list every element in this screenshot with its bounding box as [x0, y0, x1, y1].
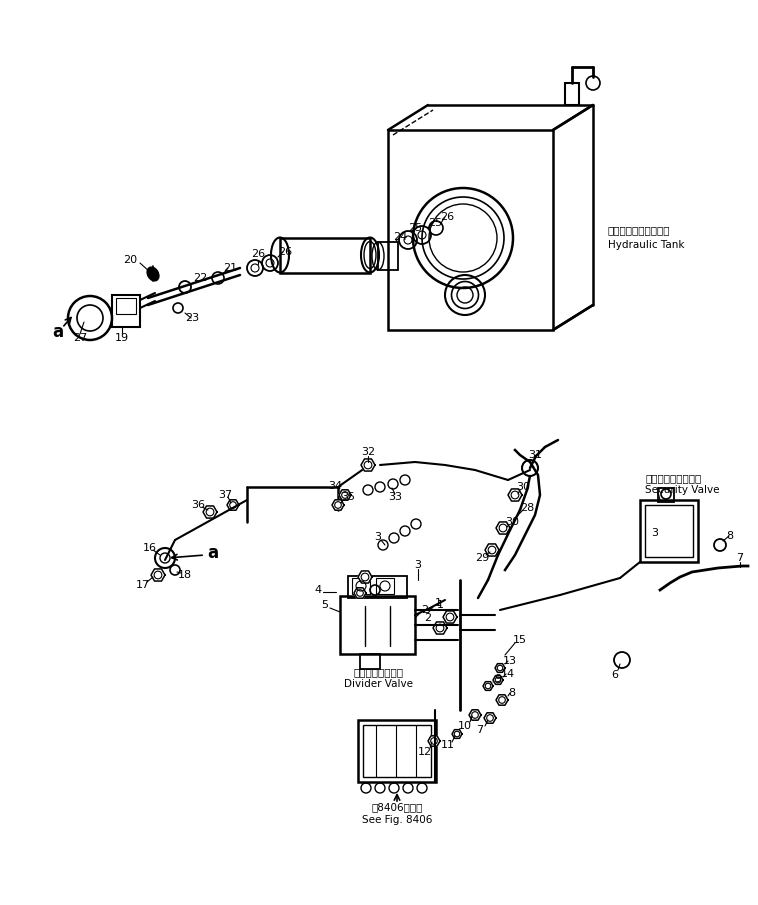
Text: Divider Valve: Divider Valve	[343, 679, 412, 689]
Polygon shape	[469, 710, 481, 720]
Text: 27: 27	[73, 333, 87, 343]
Polygon shape	[508, 489, 522, 501]
Text: 1: 1	[434, 598, 441, 608]
Text: 11: 11	[441, 740, 455, 750]
Polygon shape	[483, 681, 493, 691]
Polygon shape	[496, 522, 510, 534]
Polygon shape	[354, 588, 366, 598]
Text: 13: 13	[503, 656, 517, 666]
Text: 25: 25	[408, 223, 422, 233]
Ellipse shape	[148, 268, 158, 281]
Bar	[358, 720, 436, 782]
Bar	[348, 576, 407, 598]
Bar	[658, 488, 674, 502]
Bar	[388, 130, 553, 330]
Polygon shape	[452, 729, 462, 738]
Text: 35: 35	[341, 492, 355, 502]
Bar	[360, 654, 380, 669]
Text: 9: 9	[494, 674, 502, 684]
Bar	[565, 83, 579, 105]
Text: 2: 2	[424, 613, 431, 623]
Polygon shape	[496, 695, 508, 705]
Text: 10: 10	[458, 721, 472, 731]
Text: 17: 17	[136, 580, 150, 590]
Text: 3: 3	[651, 528, 659, 538]
Text: 34: 34	[328, 481, 342, 491]
Polygon shape	[332, 500, 344, 510]
Bar	[645, 505, 693, 557]
Polygon shape	[433, 622, 447, 634]
Polygon shape	[339, 490, 351, 500]
Text: 4: 4	[315, 585, 321, 595]
Text: 37: 37	[218, 490, 232, 500]
Polygon shape	[151, 569, 165, 581]
Polygon shape	[428, 736, 440, 747]
Text: 23: 23	[185, 313, 199, 323]
Text: 8: 8	[726, 531, 734, 541]
Polygon shape	[485, 544, 499, 556]
Text: 14: 14	[501, 669, 515, 679]
Text: ディバイダバルブ: ディバイダバルブ	[353, 667, 403, 677]
Text: 33: 33	[388, 492, 402, 502]
Text: 26: 26	[251, 249, 265, 259]
Text: 32: 32	[361, 447, 375, 457]
Bar	[112, 295, 140, 327]
Bar	[116, 298, 136, 314]
Text: 28: 28	[520, 503, 534, 513]
Text: 8: 8	[509, 688, 515, 698]
Text: 1: 1	[437, 600, 443, 610]
Text: 16: 16	[143, 543, 157, 553]
Text: a: a	[52, 323, 63, 341]
Polygon shape	[493, 676, 503, 684]
Text: 15: 15	[513, 635, 527, 645]
Text: 12: 12	[418, 747, 432, 757]
Text: 36: 36	[191, 500, 205, 510]
Polygon shape	[443, 611, 457, 623]
Text: 6: 6	[612, 670, 619, 680]
Text: 29: 29	[475, 553, 489, 563]
Bar	[640, 500, 698, 562]
Text: 24: 24	[393, 232, 407, 242]
Text: Hydraulic Tank: Hydraulic Tank	[608, 240, 684, 250]
Text: Security Valve: Security Valve	[645, 485, 719, 495]
Polygon shape	[358, 571, 372, 583]
Text: 31: 31	[528, 450, 542, 460]
Bar	[376, 578, 394, 594]
Text: 18: 18	[178, 570, 192, 580]
Text: 3: 3	[374, 532, 381, 542]
Text: 30: 30	[505, 517, 519, 527]
Polygon shape	[495, 663, 505, 672]
Bar	[378, 242, 398, 270]
Text: 5: 5	[321, 600, 328, 610]
Text: セキュリティバルブ: セキュリティバルブ	[645, 473, 701, 483]
Text: 19: 19	[115, 333, 129, 343]
Bar	[352, 578, 370, 594]
Text: 7: 7	[737, 553, 744, 563]
Polygon shape	[227, 500, 239, 510]
Text: See Fig. 8406: See Fig. 8406	[362, 815, 432, 825]
Text: 26: 26	[278, 247, 292, 257]
Bar	[340, 596, 415, 654]
Bar	[363, 725, 431, 777]
Polygon shape	[484, 713, 496, 723]
Text: 7: 7	[477, 725, 484, 735]
Polygon shape	[361, 459, 375, 472]
Text: 30: 30	[516, 482, 530, 492]
Text: 22: 22	[193, 273, 207, 283]
Text: 25: 25	[428, 218, 442, 228]
Text: 26: 26	[440, 212, 454, 222]
Text: 20: 20	[123, 255, 137, 265]
Bar	[280, 238, 370, 273]
Text: 21: 21	[223, 263, 237, 273]
Text: ハイドロリックタンク: ハイドロリックタンク	[608, 225, 671, 235]
Polygon shape	[203, 506, 217, 518]
Text: a: a	[207, 544, 218, 562]
Text: 2: 2	[421, 605, 428, 615]
Text: 図8406図参照: 図8406図参照	[371, 802, 423, 812]
Text: 3: 3	[415, 560, 421, 570]
